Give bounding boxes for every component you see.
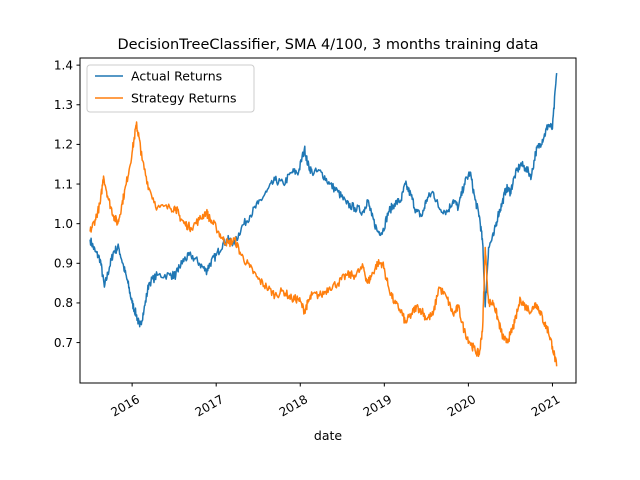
y-tick-label: 1.2 <box>54 138 73 152</box>
plot-area <box>89 72 558 367</box>
chart-title: DecisionTreeClassifier, SMA 4/100, 3 mon… <box>117 37 538 53</box>
legend-label-actual-returns: Actual Returns <box>131 69 222 84</box>
axes-frame <box>79 57 577 384</box>
legend-box <box>86 64 255 113</box>
y-tick-label: 0.8 <box>54 296 73 310</box>
x-axis-label: date <box>314 428 342 443</box>
y-tick-label: 0.7 <box>54 336 73 350</box>
y-tick-label: 0.9 <box>54 257 73 271</box>
y-tick-label: 1.0 <box>54 217 73 231</box>
legend: Actual Returns Strategy Returns <box>86 64 255 113</box>
series-line-actual-returns <box>89 72 558 328</box>
series-line-strategy-returns <box>89 121 558 367</box>
legend-label-strategy-returns: Strategy Returns <box>131 91 237 106</box>
y-tick-label: 1.3 <box>54 98 73 112</box>
y-tick-label: 1.4 <box>54 58 73 72</box>
y-tick-label: 1.1 <box>54 177 73 191</box>
